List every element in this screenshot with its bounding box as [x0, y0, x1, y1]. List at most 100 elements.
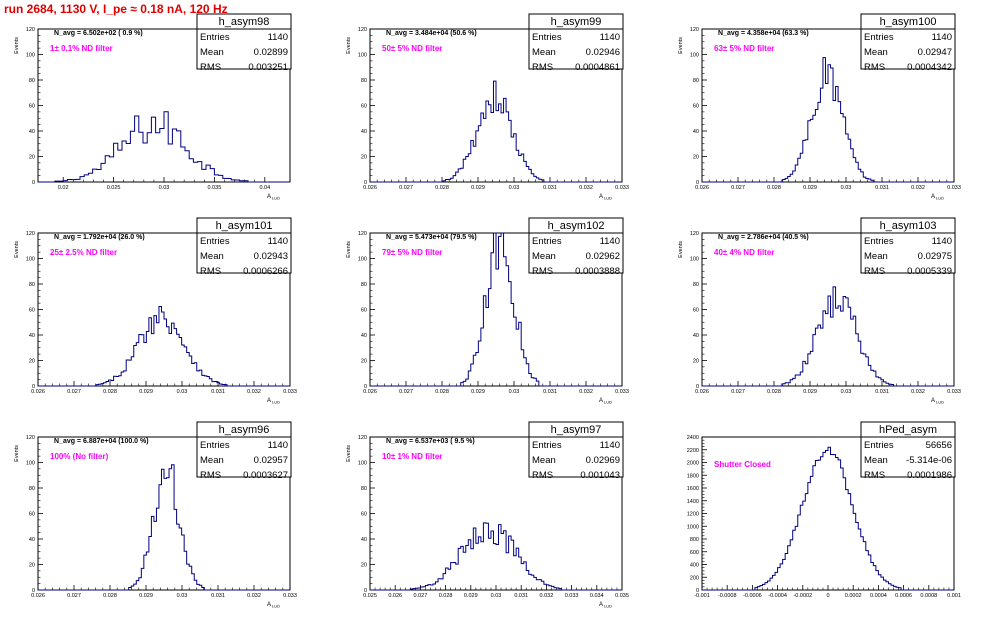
y-tick-label: 0: [696, 588, 699, 594]
stat-label: RMS: [200, 470, 221, 481]
stat-value: 56656: [926, 440, 952, 451]
y-tick-label: 40: [361, 537, 367, 543]
x-tick-label: 0.033: [283, 593, 297, 599]
stat-label: Mean: [200, 47, 224, 58]
x-tick-label: 0.029: [803, 389, 817, 395]
stat-label: Entries: [532, 236, 562, 247]
stat-label: RMS: [864, 62, 885, 73]
x-tick-label: 0.031: [543, 185, 557, 191]
stat-label: Entries: [864, 32, 894, 43]
x-tick-label: 0.027: [67, 593, 81, 599]
y-tick-label: 80: [361, 486, 367, 492]
histogram-series: [370, 522, 622, 591]
stat-value: 0.0001986: [907, 470, 952, 481]
y-tick-label: 2000: [687, 461, 699, 467]
filter-annotation: 25± 2.5% ND filter: [50, 248, 117, 257]
histogram-panel-h_asym99: 0 20 40 60 80 100 120 0.026 0.027 0.028 0.029 0.03 0…: [346, 13, 629, 201]
x-tick-label: 0.03: [841, 185, 852, 191]
y-tick-label: 80: [693, 282, 699, 288]
navg-label: N_avg = 5.473e+04 (79.5 %): [386, 234, 477, 241]
y-tick-label: 20: [29, 155, 35, 161]
stat-value: 1140: [600, 236, 620, 247]
stat-value: 0.02957: [254, 455, 288, 466]
x-tick-label: 0.04: [259, 185, 270, 191]
histogram-name: h_asym102: [548, 220, 605, 232]
y-tick-label: 0: [32, 588, 35, 594]
histogram-series: [38, 305, 290, 387]
histogram-series: [38, 464, 290, 591]
stat-label: Entries: [200, 236, 230, 247]
histogram-name: hPed_asym: [879, 424, 937, 436]
x-tick-label: 0.03: [509, 389, 520, 395]
y-tick-label: 60: [361, 308, 367, 314]
x-tick-label: 0.026: [31, 593, 45, 599]
stats-box: h_asym96 Entries 1140 Mean 0.02957 RMS 0.00036…: [196, 421, 292, 481]
y-axis-title: Events: [678, 241, 684, 258]
x-tick-label: 0.027: [731, 389, 745, 395]
y-tick-label: 60: [29, 308, 35, 314]
stat-value: 0.02962: [586, 251, 620, 262]
x-tick-label: -0.0006: [743, 593, 762, 599]
x-tick-label: 0.033: [615, 185, 629, 191]
y-tick-label: 400: [690, 563, 699, 569]
x-tick-label: 0.027: [731, 185, 745, 191]
histogram-panel-hPed_asym: 0 200 400 600 800 1000 1200 1400 1600 1800 2000 220…: [687, 421, 961, 599]
y-tick-label: 0: [364, 384, 367, 390]
stat-value: -5.314e-06: [906, 455, 952, 466]
x-tick-label: 0.032: [540, 593, 554, 599]
stats-box: h_asym99 Entries 1140 Mean 0.02946 RMS 0.00048…: [528, 13, 624, 73]
stat-label: Entries: [200, 32, 230, 43]
x-tick-label: 0.03: [177, 593, 188, 599]
histogram-name: h_asym103: [880, 220, 937, 232]
x-tick-label: 0.02: [58, 185, 69, 191]
y-tick-label: 100: [690, 257, 699, 263]
x-tick-label: 0.032: [247, 389, 261, 395]
y-tick-label: 1000: [687, 524, 699, 530]
stat-label: Mean: [864, 47, 888, 58]
stat-label: RMS: [532, 266, 553, 277]
x-tick-label: 0.03: [509, 185, 520, 191]
x-tick-label: 0.026: [363, 389, 377, 395]
histogram-panel-h_asym96: 0 20 40 60 80 100 120 0.026 0.027 0.028 0.029 0.03 0…: [14, 421, 297, 609]
x-tick-label: -0.0008: [718, 593, 737, 599]
histogram-name: h_asym100: [880, 16, 937, 28]
y-tick-label: 20: [693, 359, 699, 365]
x-tick-label: 0.031: [211, 593, 225, 599]
y-tick-label: 80: [29, 282, 35, 288]
x-tick-label: 0.03: [177, 389, 188, 395]
x-tick-label: 0.029: [464, 593, 478, 599]
x-tick-label: 0.025: [107, 185, 121, 191]
y-tick-label: 0: [32, 384, 35, 390]
filter-annotation: 100% (No filter): [50, 452, 109, 461]
x-axis-title: ALUD: [931, 194, 944, 201]
y-tick-label: 120: [26, 435, 35, 441]
stat-value: 1140: [932, 32, 952, 43]
x-tick-label: 0.028: [103, 389, 117, 395]
y-axis-title: Events: [14, 241, 20, 258]
histogram-panel-h_asym100: 0 20 40 60 80 100 120 0.026 0.027 0.028 0.029 0.03 0…: [678, 13, 961, 201]
y-tick-label: 80: [361, 78, 367, 84]
x-tick-label: 0.025: [363, 593, 377, 599]
x-tick-label: 0.026: [31, 389, 45, 395]
histogram-panel-h_asym97: 0 20 40 60 80 100 120 0.025 0.026 0.027 0.028 0.029…: [346, 421, 629, 609]
x-tick-label: 0.0008: [920, 593, 937, 599]
stat-value: 0.0003627: [243, 470, 288, 481]
x-axis-title: ALUD: [599, 398, 612, 405]
x-axis-title: ALUD: [267, 194, 280, 201]
y-tick-label: 80: [29, 78, 35, 84]
stat-label: Mean: [200, 251, 224, 262]
y-tick-label: 20: [361, 359, 367, 365]
y-tick-label: 1400: [687, 499, 699, 505]
x-tick-label: 0.035: [615, 593, 629, 599]
x-tick-label: 0.033: [565, 593, 579, 599]
stat-value: 1140: [268, 32, 288, 43]
stat-label: Entries: [532, 440, 562, 451]
y-tick-label: 0: [364, 180, 367, 186]
x-tick-label: 0.035: [208, 185, 222, 191]
y-tick-label: 120: [26, 27, 35, 33]
x-tick-label: 0.027: [399, 389, 413, 395]
filter-annotation: 10± 1% ND filter: [382, 452, 442, 461]
y-tick-label: 0: [32, 180, 35, 186]
histogram-name: h_asym101: [216, 220, 273, 232]
x-tick-label: 0.026: [695, 185, 709, 191]
